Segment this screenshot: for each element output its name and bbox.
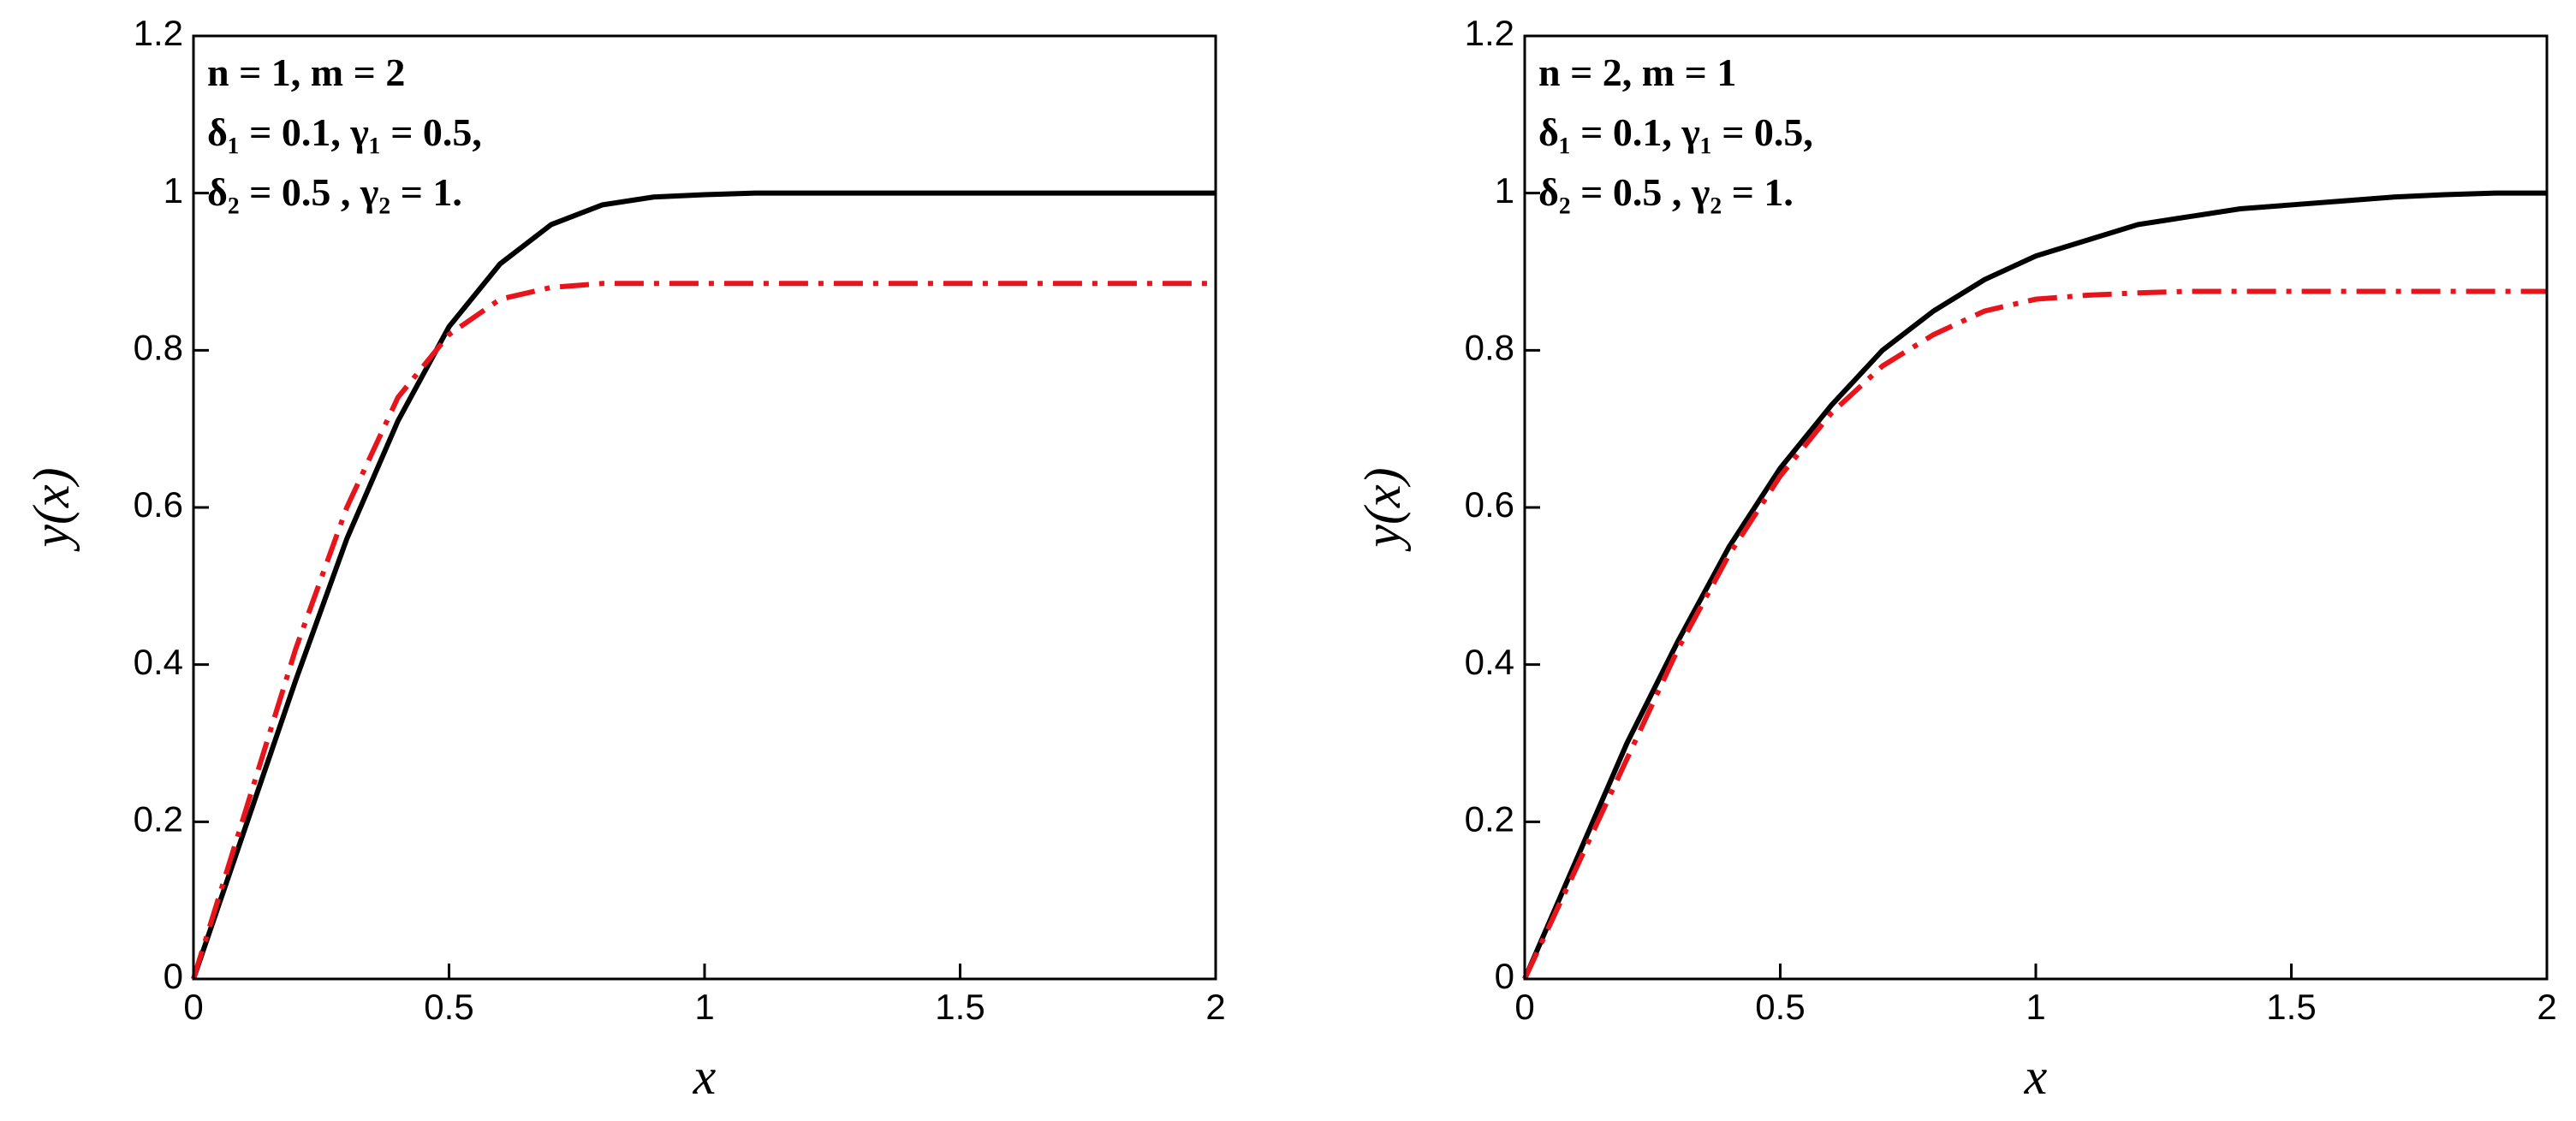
annotation: δ₁ = 0.1, γ₁ = 0.5, [1538, 110, 1813, 154]
x-tick-label: 2 [1205, 987, 1225, 1027]
x-tick-label: 2 [2537, 987, 2556, 1027]
annotation: δ₁ = 0.1, γ₁ = 0.5, [207, 110, 482, 154]
chart-panel: 0 0.2 0.4 0.6 0.8 1 1.2 0 0.5 1 1.5 2 x y(x) n = 2, m … [1354, 13, 2557, 1105]
x-tick-label: 0.5 [424, 987, 473, 1027]
y-tick-label: 0.8 [134, 327, 183, 367]
series-line [1522, 190, 2547, 981]
y-tick-label: 0.6 [134, 484, 183, 525]
y-tick-label: 0 [1495, 956, 1514, 996]
y-tick-label: 0.8 [1465, 327, 1514, 367]
y-tick-label: 0.6 [1465, 484, 1514, 525]
y-tick-label: 1 [164, 170, 183, 211]
x-tick-label: 1 [694, 987, 714, 1027]
series-line [1522, 288, 2547, 981]
x-tick-label: 1.5 [2266, 987, 2316, 1027]
plot-frame [192, 34, 1217, 981]
y-tick-label: 0 [164, 956, 183, 996]
x-tick-label: 0 [1514, 987, 1534, 1027]
y-tick-label: 0.4 [134, 642, 183, 682]
x-tick-label: 1 [2026, 987, 2045, 1027]
x-tick-label: 1.5 [935, 987, 985, 1027]
y-tick-label: 0.4 [1465, 642, 1514, 682]
x-axis-label: x [2024, 1048, 2048, 1105]
y-tick-label: 1 [1495, 170, 1514, 211]
series-line [191, 281, 1216, 980]
annotation: n = 2, m = 1 [1538, 50, 1736, 94]
annotation: n = 1, m = 2 [207, 50, 405, 94]
y-tick-label: 1.2 [134, 13, 183, 53]
x-axis-label: x [693, 1048, 717, 1105]
series-line [191, 190, 1216, 980]
y-tick-label: 0.2 [1465, 798, 1514, 839]
chart-panel: 0 0.2 0.4 0.6 0.8 1 1.2 0 0.5 1 1.5 2 x y(x) n = 1, m … [23, 13, 1226, 1105]
y-axis-label: y(x) [1354, 467, 1411, 552]
x-tick-label: 0.5 [1755, 987, 1805, 1027]
annotation: δ₂ = 0.5 , γ₂ = 1. [1538, 170, 1794, 214]
annotation: δ₂ = 0.5 , γ₂ = 1. [207, 170, 462, 214]
plot-frame [1523, 34, 2549, 981]
y-axis-label: y(x) [23, 467, 80, 552]
x-tick-label: 0 [183, 987, 203, 1027]
y-tick-label: 1.2 [1465, 13, 1514, 53]
y-tick-label: 0.2 [134, 798, 183, 839]
